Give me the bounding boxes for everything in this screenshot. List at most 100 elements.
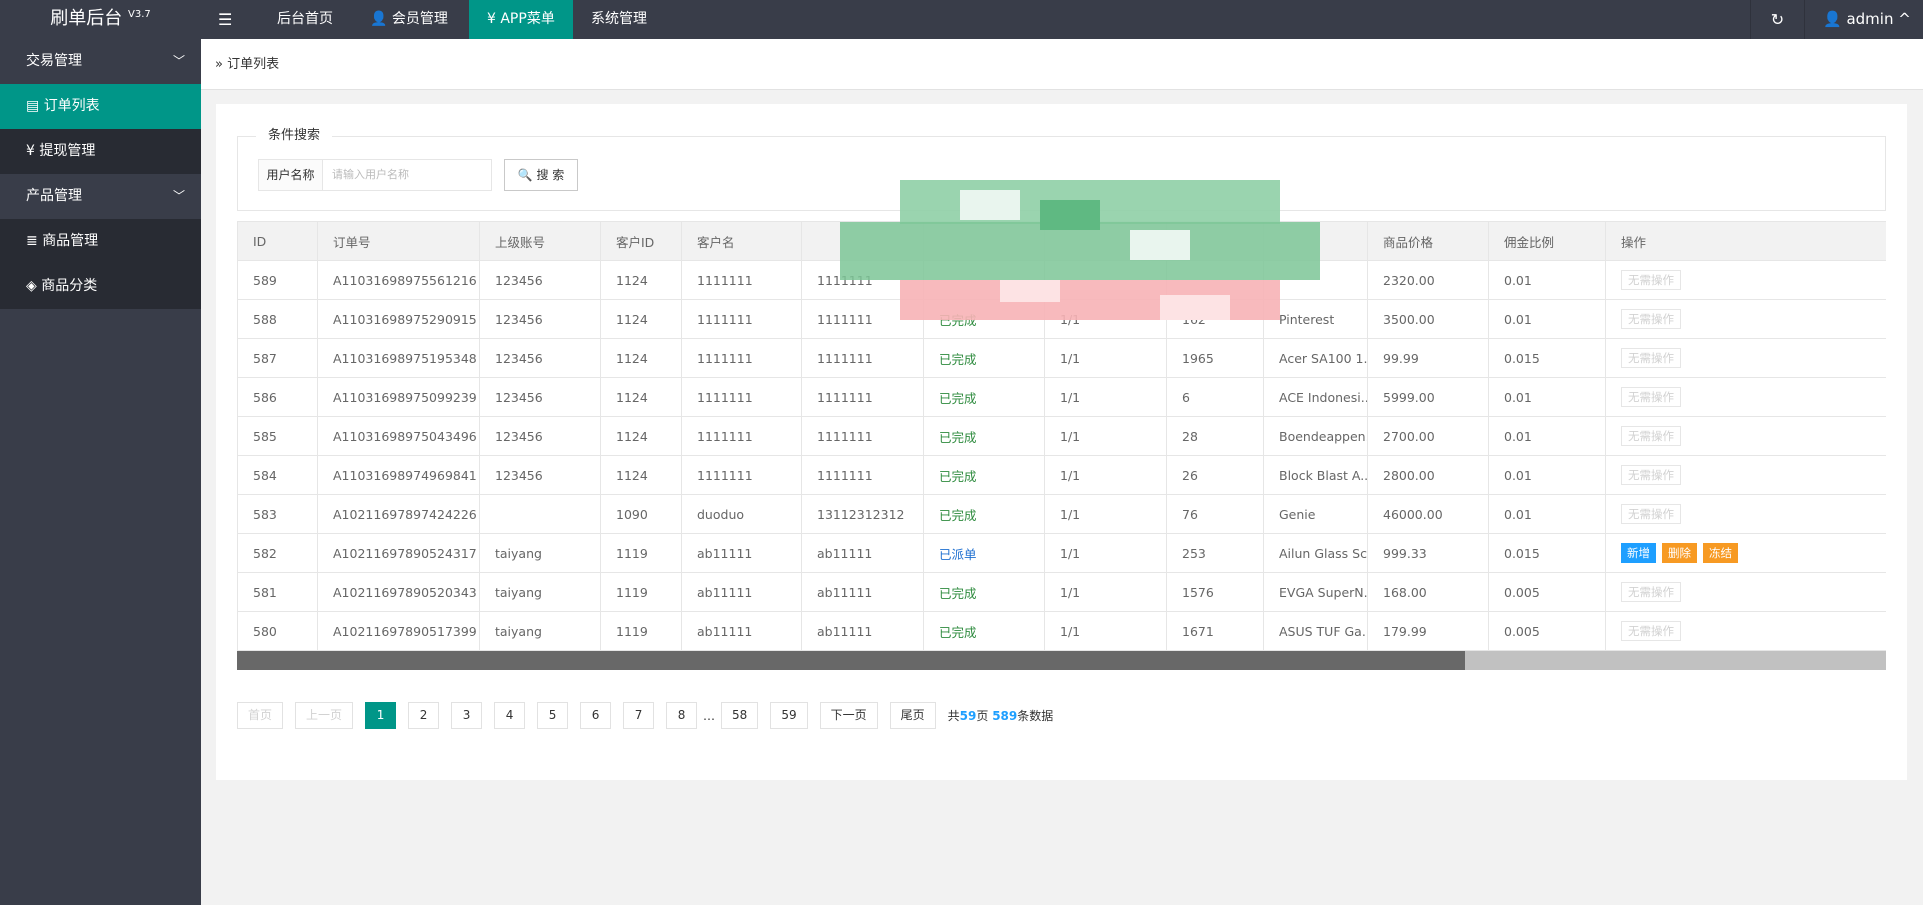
page-button[interactable]: 59 [770,702,808,729]
table-cell: 1124 [600,455,682,495]
page-button[interactable]: 3 [451,702,483,729]
table-cell: 1124 [600,338,682,378]
table-cell: 3500.00 [1367,299,1489,339]
page-button[interactable]: 58 [721,702,759,729]
actions-cell: 无需操作 [1605,494,1886,534]
summary-pages: 59 [959,709,977,723]
action-button: 无需操作 [1621,504,1681,524]
table-cell: 已完成 [923,611,1045,651]
table-cell: 1/1 [1044,611,1167,651]
sidebar-label: 产品管理 [26,188,82,204]
table-row: 582 A10211697890524317 taiyang 1119 ab11111 a… [237,533,1886,573]
placeholder: 请输入用户名称 [332,168,409,181]
page-button: 首页 [237,702,284,729]
search-button[interactable]: 🔍 搜 索 [504,159,578,191]
button-text: 搜 索 [536,168,565,182]
table-cell: 0.005 [1488,572,1606,612]
table-cell: 46000.00 [1367,494,1489,534]
menu-toggle[interactable]: ☰ [218,10,233,29]
sidebar-group[interactable]: 产品管理 ﹀ [0,174,201,219]
page-button[interactable]: 2 [408,702,440,729]
table-cell: 123456 [479,455,601,495]
table-cell: Genie [1263,494,1368,534]
actions-cell: 无需操作 [1605,299,1886,339]
breadcrumb: » 订单列表 [201,39,1923,90]
nav-item[interactable]: ¥ APP菜单 [469,0,573,39]
table-cell: ab11111 [681,572,802,612]
table-cell: A10211697890520343 [317,572,480,612]
table-cell [479,494,601,534]
scrollbar[interactable] [237,651,1886,670]
column-header: 上级账号 [479,221,601,261]
actions-cell: 无需操作 [1605,455,1886,495]
status: 已完成 [939,390,977,406]
table-cell: 253 [1166,533,1264,573]
table-cell: 1/1 [1044,494,1167,534]
sidebar-item[interactable]: ¥ 提现管理 [0,129,201,174]
sidebar-item[interactable]: ◈ 商品分类 [0,264,201,309]
status: 已完成 [939,585,977,601]
action-button[interactable]: 新增 [1621,543,1656,563]
action-button[interactable]: 冻结 [1703,543,1738,563]
page-button[interactable]: 5 [537,702,569,729]
action-button[interactable]: 删除 [1662,543,1697,563]
action-button: 无需操作 [1621,270,1681,290]
scroll-thumb[interactable] [237,651,1465,670]
table-cell: ab11111 [801,533,924,573]
table-cell: A11031698975043496 [317,416,480,456]
pagination: 首页 上一页 1 2 3 4 5 6 7 8… 58 59 下一页 尾页 共59页 589条数据 [237,702,1053,729]
table-cell: 1124 [600,377,682,417]
field-label: 用户名称 [258,159,323,191]
page-button[interactable]: 4 [494,702,526,729]
sidebar-item[interactable]: ≣ 商品管理 [0,219,201,264]
chevron: ﹀ [172,54,185,68]
nav-item[interactable]: 后台首页 [259,0,351,39]
status: 已完成 [939,429,977,445]
page-button[interactable]: 7 [623,702,655,729]
table-cell: 583 [237,494,318,534]
page-button[interactable]: 6 [580,702,612,729]
ellipsis: … [703,708,716,723]
table-cell: 1111111 [801,416,924,456]
table-cell: 1124 [600,416,682,456]
table-cell: A10211697890517399 [317,611,480,651]
page-button[interactable]: 1 [365,702,397,729]
column-header: 商品价格 [1367,221,1489,261]
table-cell: 584 [237,455,318,495]
table-cell: 已完成 [923,377,1045,417]
user-menu[interactable]: 👤 admin ^ [1804,0,1923,39]
version: V3.7 [127,9,151,20]
nav-item[interactable]: 👤 会员管理 [370,11,448,27]
page-button[interactable]: 尾页 [889,702,936,729]
refresh[interactable]: ↻ [1750,0,1804,39]
table-cell: 99.99 [1367,338,1489,378]
page-button[interactable]: 下一页 [819,702,878,729]
table-cell: 1124 [600,260,682,300]
username: admin [1846,10,1894,28]
sidebar-group[interactable]: 交易管理 ﹀ [0,39,201,84]
action-button: 无需操作 [1621,387,1681,407]
table-cell: 1111111 [681,455,802,495]
table-cell: 已完成 [923,338,1045,378]
table-row: 586 A11031698975099239 123456 1124 1111111 11… [237,377,1886,417]
table-row: 584 A11031698974969841 123456 1124 1111111 11… [237,455,1886,495]
search-input[interactable]: 请输入用户名称 [322,159,492,191]
sidebar-active[interactable]: ▤ 订单列表 [0,84,201,129]
table-cell: 1671 [1166,611,1264,651]
action-button: 无需操作 [1621,309,1681,329]
table-cell: 1/1 [1044,338,1167,378]
table-cell: 已派单 [923,533,1045,573]
status: 已完成 [939,507,977,523]
sidebar-label: 商品管理 [42,233,99,249]
nav-item[interactable]: 系统管理 [573,0,665,39]
table-cell: 1111111 [681,338,802,378]
sidebar-label: 商品分类 [41,278,98,294]
sidebar-label: 交易管理 [26,53,82,69]
table-cell: 13112312312 [801,494,924,534]
column-header: 客户名 [681,221,802,261]
nav-label: APP菜单 [500,11,555,27]
page-button[interactable]: 8 [666,702,698,729]
table-row: 585 A11031698975043496 123456 1124 1111111 11… [237,416,1886,456]
table-cell: 1119 [600,611,682,651]
table-cell: taiyang [479,533,601,573]
